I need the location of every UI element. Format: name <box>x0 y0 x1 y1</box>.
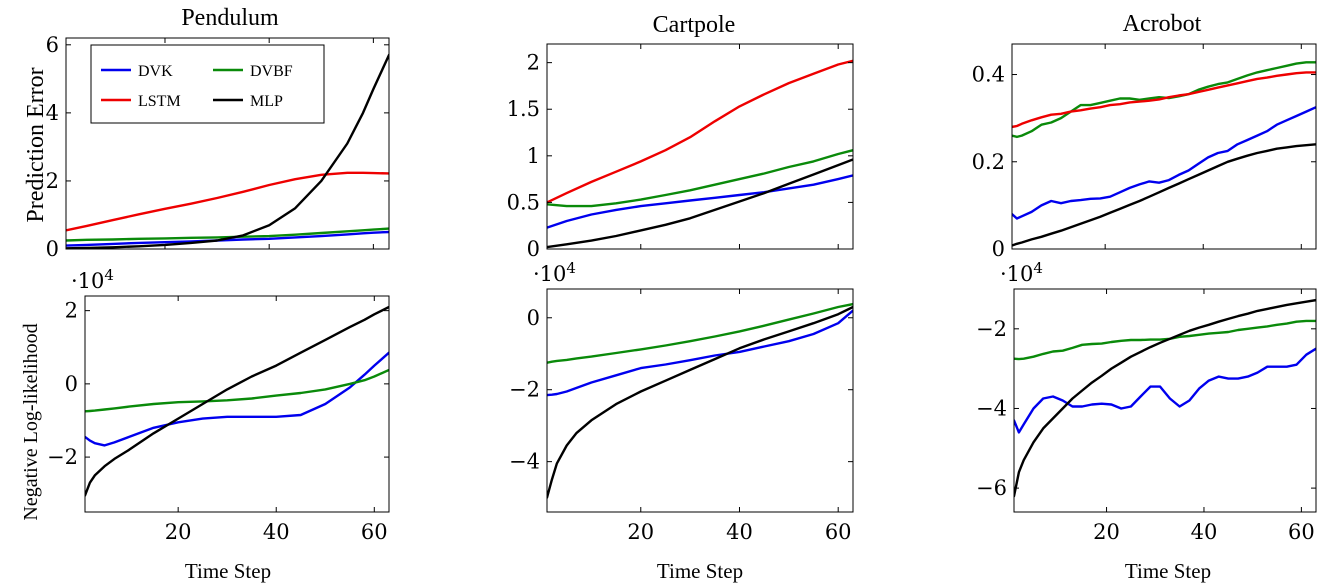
title-acrobot: Acrobot <box>1123 11 1202 37</box>
series-line-dvbf-2 <box>1012 61 1316 139</box>
xtick-label: 40 <box>263 520 290 544</box>
ytick-label: −2 <box>47 445 78 469</box>
ytick-label: 0.5 <box>507 190 540 214</box>
ytick-label: 0 <box>46 237 59 261</box>
xtick-label: 20 <box>165 520 192 544</box>
series-line-dvk-3 <box>85 351 389 447</box>
chart-panel-0: 0 2 4 6 <box>46 33 390 261</box>
series-line-dvbf-3 <box>85 368 389 413</box>
ytick-label: 0 <box>527 306 540 330</box>
ytick-label: −4 <box>976 396 1007 420</box>
plot-frame-1 <box>546 43 854 250</box>
ytick-label: 1 <box>527 144 540 168</box>
series-line-dvbf-4 <box>547 302 853 364</box>
xtick-label: 40 <box>1191 520 1218 544</box>
series-line-mlp-4 <box>547 305 853 499</box>
series-line-dvk-4 <box>547 309 853 397</box>
xtick-label: 60 <box>361 520 388 544</box>
title-pendulum: Pendulum <box>181 5 279 31</box>
legend-label-lstm: LSTM <box>138 93 181 110</box>
xtick-label: 20 <box>627 520 654 544</box>
ylabel-prediction-error: Prediction Error <box>23 67 49 222</box>
series-line-dvbf-0 <box>66 227 389 242</box>
legend-label-mlp: MLP <box>250 93 283 110</box>
ytick-label: 4 <box>46 101 59 125</box>
plot-frame-4 <box>546 288 854 513</box>
xlabel-pendulum: Time Step <box>185 559 271 583</box>
xlabel-cartpole: Time Step <box>657 559 743 583</box>
ytick-label: 2 <box>46 169 59 193</box>
series-line-mlp-1 <box>547 158 853 249</box>
ytick-label: −6 <box>976 476 1007 500</box>
chart-panel-4: −4 −2 0 20 40 60 ·104 <box>509 259 854 544</box>
chart-panel-1: 0 0.5 1 1.5 2 <box>507 43 854 261</box>
legend: DVK DVBF LSTM MLP <box>90 44 325 124</box>
ytick-label: 2 <box>65 299 78 323</box>
series-line-dvbf-1 <box>547 148 853 208</box>
plot-frame-5 <box>1013 288 1317 513</box>
series-line-dvk-0 <box>66 230 389 247</box>
series-line-lstm-1 <box>547 59 853 204</box>
xlabel-acrobot: Time Step <box>1125 559 1211 583</box>
ytick-label: −4 <box>509 450 540 474</box>
ytick-label: 0 <box>992 237 1005 261</box>
legend-box <box>90 44 325 124</box>
series-line-mlp-5 <box>1014 298 1316 498</box>
axis-multiplier: ·104 <box>533 259 576 286</box>
legend-label-dvk: DVK <box>138 63 173 80</box>
series-line-dvk-5 <box>1014 347 1316 434</box>
legend-label-dvbf: DVBF <box>250 63 293 80</box>
ytick-label: 0 <box>65 372 78 396</box>
plot-frame-0 <box>65 37 390 250</box>
ytick-label: 1.5 <box>507 97 540 121</box>
ytick-label: 0.4 <box>972 63 1005 87</box>
ytick-label: −2 <box>509 378 540 402</box>
chart-panel-2: 0 0.2 0.4 <box>972 43 1317 261</box>
axis-multiplier: ·104 <box>71 266 114 293</box>
series-line-mlp-0 <box>66 53 389 249</box>
xtick-label: 20 <box>1093 520 1120 544</box>
series-line-mlp-2 <box>1012 143 1316 247</box>
series-line-dvk-1 <box>547 174 853 229</box>
chart-panel-3: −2 0 2 20 40 60 ·104 <box>47 266 390 544</box>
axis-multiplier: ·104 <box>1000 259 1043 286</box>
plot-frame-2 <box>1011 43 1317 250</box>
plot-frame-3 <box>84 295 390 513</box>
title-cartpole: Cartpole <box>653 12 736 38</box>
series-line-lstm-2 <box>1012 71 1316 129</box>
xtick-label: 60 <box>825 520 852 544</box>
ytick-label: 6 <box>46 33 59 57</box>
ylabel-negative-log-likelihood: Negative Log-likelihood <box>20 323 42 520</box>
ytick-label: 0.2 <box>972 150 1005 174</box>
chart-panel-5: −6 −4 −2 20 40 60 ·104 <box>976 259 1317 544</box>
ytick-label: 0 <box>527 237 540 261</box>
series-line-mlp-3 <box>85 305 389 497</box>
series-line-lstm-0 <box>66 171 389 232</box>
ytick-label: 2 <box>527 51 540 75</box>
xtick-label: 40 <box>726 520 753 544</box>
series-line-dvk-2 <box>1012 105 1316 220</box>
ytick-label: −2 <box>976 317 1007 341</box>
xtick-label: 60 <box>1288 520 1315 544</box>
series-line-dvbf-5 <box>1014 319 1316 361</box>
